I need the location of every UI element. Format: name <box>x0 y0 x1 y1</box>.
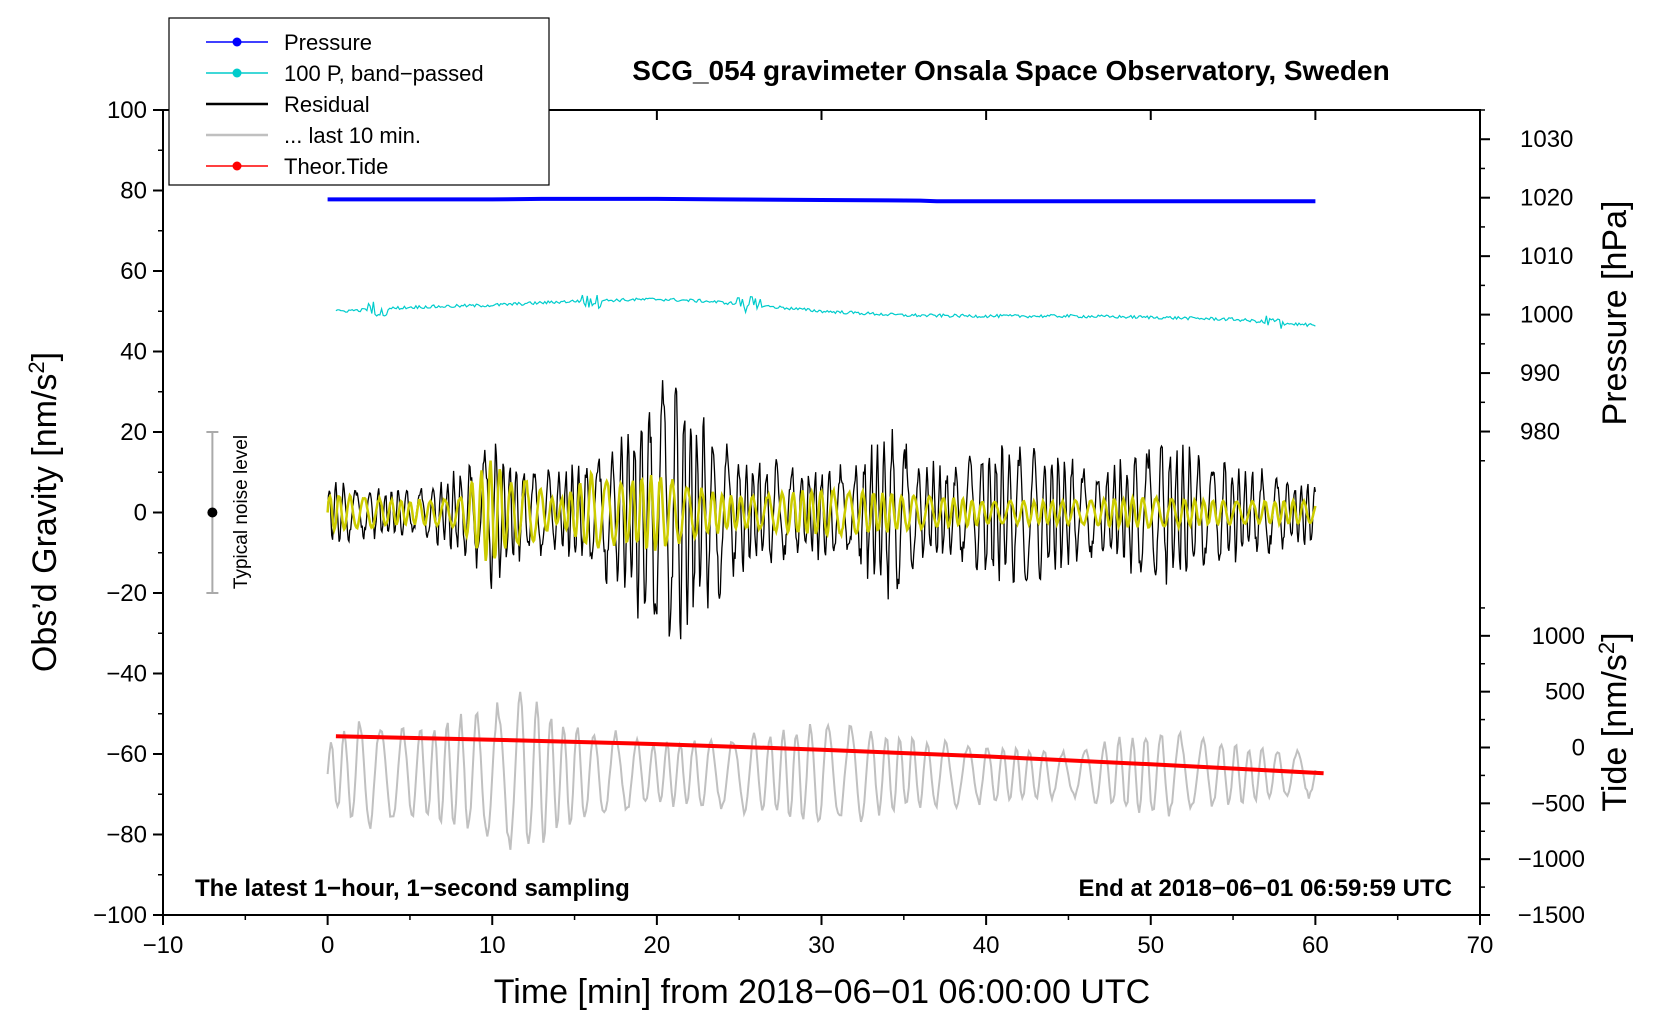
legend-label: ... last 10 min. <box>284 123 421 148</box>
pressure-tick-label: 1020 <box>1520 185 1573 212</box>
x-tick-label: 30 <box>808 932 835 959</box>
noise-level-indicator <box>206 431 219 594</box>
y-left-tick-label: 20 <box>120 419 147 446</box>
tide-tick-label: −500 <box>1531 790 1585 817</box>
legend-label: Theor.Tide <box>284 154 388 179</box>
tide-tick-label: −1000 <box>1518 846 1585 873</box>
x-tick-label: 40 <box>973 932 1000 959</box>
x-tick-label: 20 <box>644 932 671 959</box>
x-tick-label: 70 <box>1467 932 1494 959</box>
annotation-sampling: The latest 1−hour, 1−second sampling <box>195 875 630 902</box>
x-tick-label: −10 <box>143 932 184 959</box>
y-left-tick-label: 0 <box>134 500 147 527</box>
legend-label: Pressure <box>284 30 372 55</box>
pressure-tick-label: 1000 <box>1520 302 1573 329</box>
y-left-tick-label: 80 <box>120 178 147 205</box>
x-axis-title: Time [min] from 2018−06−01 06:00:00 UTC <box>494 973 1150 1011</box>
noise-bar-center <box>207 507 218 518</box>
y-axis-tide-title: Tide [nm/s2] <box>1594 632 1634 811</box>
y-left-tick-label: 60 <box>120 258 147 285</box>
y-axis-left-title: Obs’d Gravity [nm/s2] <box>24 352 64 672</box>
y-left-tick-label: −100 <box>93 902 147 929</box>
x-tick-label: 0 <box>321 932 334 959</box>
y-left-tick-label: 40 <box>120 339 147 366</box>
series-residual <box>326 380 1317 640</box>
pressure-tick-label: 1030 <box>1520 126 1573 153</box>
y-left-tick-label: −80 <box>106 822 147 849</box>
tide-tick-label: 0 <box>1572 735 1585 762</box>
y-left-tick-label: 100 <box>107 97 147 124</box>
legend-marker <box>232 161 242 171</box>
series-group <box>326 196 1324 850</box>
legend-marker <box>232 37 242 47</box>
legend-label: 100 P, band−passed <box>284 61 484 86</box>
x-tick-label: 50 <box>1137 932 1164 959</box>
tide-tick-label: −1500 <box>1518 902 1585 929</box>
axes-group: −10 0 10 20 30 40 50 60 70100806040200−20−40−60−… <box>93 97 1585 959</box>
x-tick-label: 60 <box>1302 932 1329 959</box>
series-last-10-min <box>326 691 1317 850</box>
y-axis-pressure-title: Pressure [hPa] <box>1596 201 1634 426</box>
y-left-tick-label: −40 <box>106 661 147 688</box>
pressure-tick-label: 990 <box>1520 360 1560 387</box>
y-left-tick-label: −20 <box>106 580 147 607</box>
chart-title: SCG_054 gravimeter Onsala Space Observat… <box>632 55 1389 86</box>
tide-tick-label: 1000 <box>1532 623 1585 650</box>
legend-label: Residual <box>284 92 370 117</box>
series-theor-tide <box>335 734 1324 776</box>
tide-tick-label: 500 <box>1545 679 1585 706</box>
y-left-tick-label: −60 <box>106 741 147 768</box>
x-tick-label: 10 <box>479 932 506 959</box>
pressure-tick-label: 1010 <box>1520 243 1573 270</box>
legend-box <box>168 17 550 186</box>
series-residual-filtered <box>326 460 1317 561</box>
legend: Pressure 100 P, band−passed Residual ... la… <box>206 30 484 179</box>
series-pressure <box>327 196 1316 204</box>
legend-marker <box>232 68 242 78</box>
pressure-tick-label: 980 <box>1520 419 1560 446</box>
noise-level-label: Typical noise level <box>231 435 252 589</box>
series-pressure-band-passed <box>335 294 1316 329</box>
annotation-end-time: End at 2018−06−01 06:59:59 UTC <box>1078 875 1452 902</box>
